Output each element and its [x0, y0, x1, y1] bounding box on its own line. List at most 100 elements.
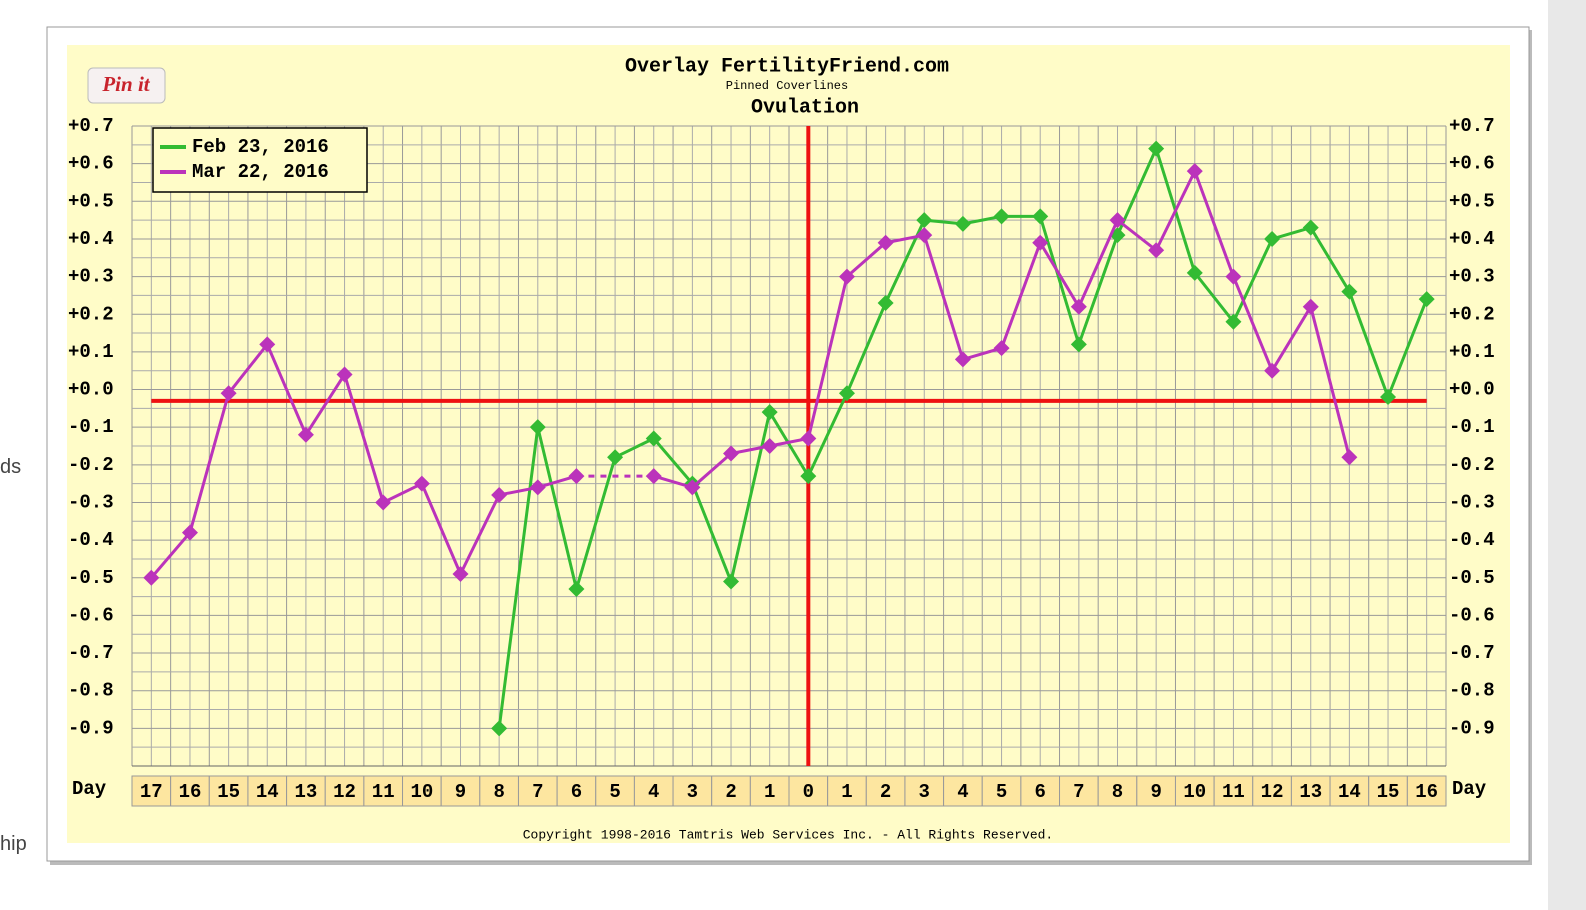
x-tick-label: 9 [1150, 781, 1161, 803]
day-cell [324, 775, 365, 807]
point [1225, 313, 1242, 330]
y-tick-label: -0.4 [68, 529, 114, 551]
day-cell [517, 775, 558, 807]
point [1032, 208, 1049, 225]
chart-subtitle: Pinned Coverlines [726, 79, 848, 93]
x-tick-label: 5 [996, 781, 1007, 803]
day-cell [1059, 775, 1099, 807]
x-axis-label: Day [1452, 778, 1487, 800]
point [297, 426, 314, 443]
point [1186, 264, 1203, 281]
y-tick-label-right: -0.2 [1449, 454, 1495, 476]
point [993, 340, 1010, 357]
x-tick-label: 14 [1338, 781, 1361, 803]
day-cell [1290, 775, 1331, 807]
day-cell [170, 775, 210, 807]
x-tick-label: 3 [919, 781, 930, 803]
point [1302, 298, 1319, 315]
y-tick-label: +0.6 [68, 153, 114, 175]
point [800, 468, 817, 485]
x-tick-label: 4 [957, 781, 968, 803]
copyright: Copyright 1998-2016 Tamtris Web Services… [523, 827, 1054, 842]
x-tick-label: 16 [1415, 781, 1438, 803]
point [375, 494, 392, 511]
point [181, 524, 198, 541]
day-cell [1406, 775, 1447, 807]
x-tick-label: 14 [256, 781, 279, 803]
day-cell [633, 775, 674, 807]
point [1109, 212, 1126, 229]
point [877, 294, 894, 311]
point [1148, 242, 1165, 259]
point [1341, 283, 1358, 300]
y-tick-label-right: -0.9 [1449, 717, 1495, 739]
x-tick-label: 7 [1073, 781, 1084, 803]
point [1225, 268, 1242, 285]
y-tick-label: -0.1 [68, 416, 114, 438]
chart: Pin it Overlay FertilityFriend.com Pinne… [46, 26, 1532, 865]
day-cell [904, 775, 945, 807]
point [838, 268, 855, 285]
point [529, 479, 546, 496]
y-tick-label-right: +0.1 [1449, 341, 1495, 363]
y-tick-label: -0.7 [68, 642, 114, 664]
pin-label[interactable]: Pin it [101, 72, 150, 96]
y-tick-label: +0.3 [68, 266, 114, 288]
day-cell [981, 775, 1022, 807]
x-tick-label: 12 [1261, 781, 1284, 803]
day-cell [1213, 775, 1254, 807]
x-tick-label: 11 [1222, 781, 1245, 803]
x-axis-label: Day [72, 778, 107, 800]
point [761, 404, 778, 421]
legend-label: Feb 23, 2016 [192, 136, 329, 158]
day-cell [440, 775, 481, 807]
point [568, 468, 585, 485]
y-tick-label: +0.5 [68, 190, 114, 212]
x-tick-label: 6 [1035, 781, 1046, 803]
day-cell [749, 775, 790, 807]
x-tick-label: 12 [333, 781, 356, 803]
x-tick-label: 15 [217, 781, 240, 803]
point [916, 212, 933, 229]
day-cell [1174, 775, 1215, 807]
point [723, 573, 740, 590]
x-tick-label: 16 [179, 781, 202, 803]
day-cell [595, 775, 635, 807]
day-cell [827, 775, 867, 807]
x-tick-label: 15 [1377, 781, 1400, 803]
point [1070, 336, 1087, 353]
point [607, 449, 624, 466]
x-tick-label: 0 [803, 781, 814, 803]
y-tick-label: -0.2 [68, 454, 114, 476]
point [1264, 230, 1281, 247]
y-tick-label-right: +0.3 [1449, 266, 1495, 288]
y-tick-label: -0.9 [68, 717, 114, 739]
point [1418, 291, 1435, 308]
pin-button[interactable]: Pin it [87, 67, 166, 104]
point [143, 569, 160, 586]
point [259, 336, 276, 353]
point [1302, 219, 1319, 236]
point [877, 234, 894, 251]
x-tick-label: 8 [493, 781, 504, 803]
y-tick-label: -0.3 [68, 491, 114, 513]
day-cell [711, 775, 751, 807]
x-tick-label: 7 [532, 781, 543, 803]
day-cell [1020, 775, 1061, 807]
x-tick-label: 9 [455, 781, 466, 803]
x-tick-label: 6 [571, 781, 582, 803]
y-tick-label-right: +0.7 [1449, 115, 1495, 137]
y-tick-label-right: -0.8 [1449, 680, 1495, 702]
y-tick-label-right: +0.4 [1449, 228, 1495, 250]
y-tick-label: +0.0 [68, 379, 114, 401]
day-cell [672, 775, 713, 807]
day-cell [943, 775, 983, 807]
x-tick-label: 2 [880, 781, 891, 803]
point [1032, 234, 1049, 251]
day-cell [788, 775, 829, 807]
y-tick-label-right: +0.2 [1449, 303, 1495, 325]
point [1380, 389, 1397, 406]
scrollbar[interactable] [1548, 0, 1586, 910]
point [220, 385, 237, 402]
x-tick-label: 2 [725, 781, 736, 803]
